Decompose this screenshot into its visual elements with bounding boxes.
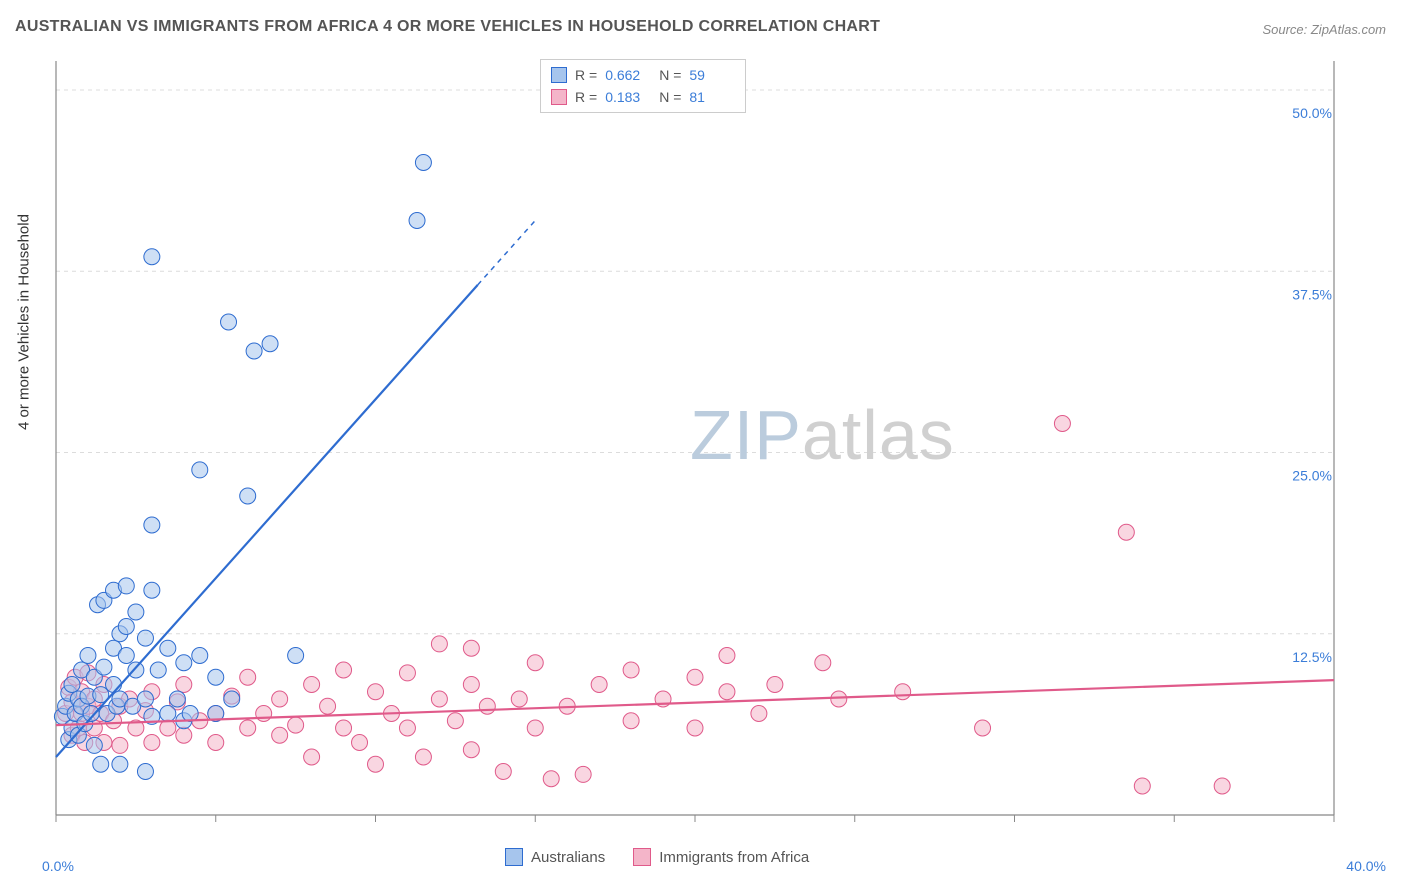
n-label: N = bbox=[659, 89, 681, 105]
legend-swatch bbox=[551, 89, 567, 105]
legend-row: R = 0.662 N = 59 bbox=[551, 64, 735, 86]
legend-label: Australians bbox=[531, 849, 605, 866]
svg-text:25.0%: 25.0% bbox=[1292, 468, 1332, 484]
x-tick-max: 40.0% bbox=[1346, 858, 1386, 874]
chart-title: AUSTRALIAN VS IMMIGRANTS FROM AFRICA 4 O… bbox=[15, 18, 880, 36]
y-axis-label: 4 or more Vehicles in Household bbox=[16, 214, 33, 430]
svg-text:12.5%: 12.5% bbox=[1292, 649, 1332, 665]
legend-swatch bbox=[505, 848, 523, 866]
legend-label: Immigrants from Africa bbox=[659, 849, 809, 866]
n-label: N = bbox=[659, 67, 681, 83]
r-value: 0.183 bbox=[605, 89, 651, 105]
scatter-chart: 12.5%25.0%37.5%50.0% ZIPatlas R =0.662N … bbox=[50, 55, 1340, 835]
r-label: R = bbox=[575, 89, 597, 105]
legend-swatch bbox=[633, 848, 651, 866]
series-legend: Australians Immigrants from Africa bbox=[505, 848, 809, 866]
svg-text:37.5%: 37.5% bbox=[1292, 286, 1332, 302]
legend-row: R = 0.183 N = 81 bbox=[551, 86, 735, 108]
r-value: 0.662 bbox=[605, 67, 651, 83]
source-attribution: Source: ZipAtlas.com bbox=[1262, 22, 1386, 37]
chart-svg: 12.5% 25.0% 37.5% 50.0% bbox=[50, 55, 1340, 835]
x-tick-min: 0.0% bbox=[42, 858, 74, 874]
correlation-legend: R = 0.662 N = 59 R = 0.183 N = 81 bbox=[540, 59, 746, 113]
legend-item: Australians bbox=[505, 848, 605, 866]
n-value: 81 bbox=[689, 89, 735, 105]
legend-swatch bbox=[551, 67, 567, 83]
svg-text:50.0%: 50.0% bbox=[1292, 105, 1332, 121]
r-label: R = bbox=[575, 67, 597, 83]
legend-item: Immigrants from Africa bbox=[633, 848, 809, 866]
n-value: 59 bbox=[689, 67, 735, 83]
